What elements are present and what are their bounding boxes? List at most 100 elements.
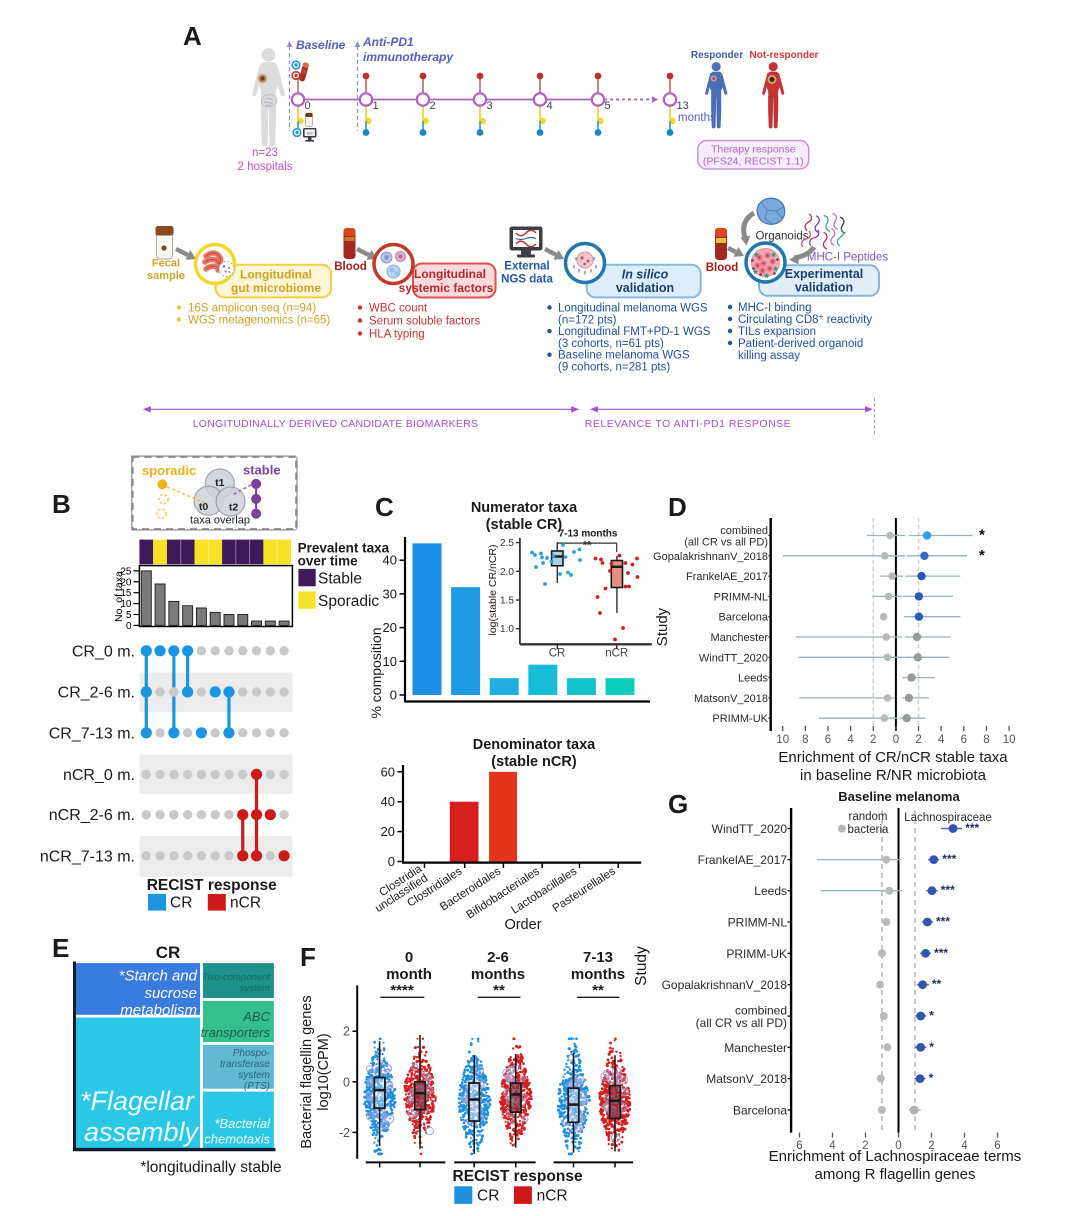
svg-text:(PTS): (PTS)	[244, 1081, 270, 1092]
svg-text:(stable CR): (stable CR)	[486, 517, 563, 533]
svg-text:2: 2	[915, 734, 921, 746]
svg-text:8: 8	[983, 734, 989, 746]
svg-text:system: system	[240, 983, 270, 994]
svg-text:In silico: In silico	[622, 268, 669, 282]
svg-text:B: B	[52, 489, 71, 519]
svg-text:4: 4	[938, 734, 945, 746]
svg-text:chemotaxis: chemotaxis	[204, 1132, 270, 1147]
svg-text:Circulating CD8+ reactivity: Circulating CD8+ reactivity	[738, 311, 872, 326]
svg-text:Serum soluble factors: Serum soluble factors	[369, 316, 480, 328]
svg-text:nCR: nCR	[537, 1188, 568, 1205]
svg-text:FrankelAE_2017: FrankelAE_2017	[698, 853, 788, 867]
svg-text:system: system	[238, 1070, 270, 1081]
svg-text:bacteria: bacteria	[848, 824, 890, 836]
svg-text:ABC: ABC	[242, 1009, 270, 1024]
svg-text:Baseline melanoma WGS: Baseline melanoma WGS	[558, 350, 690, 362]
svg-text:RECIST response: RECIST response	[147, 877, 277, 894]
svg-text:-2: -2	[339, 1126, 350, 1140]
svg-text:***: ***	[942, 852, 956, 866]
svg-text:40: 40	[381, 794, 395, 809]
svg-text:No. of taxa: No. of taxa	[113, 571, 125, 622]
svg-text:7-13 months: 7-13 months	[559, 529, 618, 540]
svg-text:Two-component: Two-component	[203, 972, 271, 983]
svg-text:*: *	[979, 547, 985, 564]
svg-text:2.0: 2.0	[500, 567, 514, 578]
svg-text:CR_0 m.: CR_0 m.	[72, 643, 135, 660]
svg-text:Longitudinal: Longitudinal	[240, 268, 312, 282]
svg-text:(n=172 pts): (n=172 pts)	[558, 314, 617, 326]
svg-text:**: **	[583, 540, 592, 552]
svg-text:5: 5	[126, 610, 132, 621]
svg-text:sporadic: sporadic	[142, 463, 196, 478]
svg-text:n=23: n=23	[252, 147, 278, 159]
svg-text:among R flagellin genes: among R flagellin genes	[815, 1166, 976, 1183]
svg-text:nCR_7-13 m.: nCR_7-13 m.	[40, 848, 135, 865]
svg-text:nCR_2-6 m.: nCR_2-6 m.	[49, 807, 135, 824]
svg-text:3: 3	[487, 100, 493, 112]
svg-text:2: 2	[430, 100, 436, 112]
svg-text:25: 25	[120, 566, 132, 577]
svg-text:CR_7-13 m.: CR_7-13 m.	[49, 725, 135, 742]
svg-text:Study: Study	[633, 946, 650, 986]
svg-text:4: 4	[829, 1140, 836, 1152]
svg-text:Baseline melanoma: Baseline melanoma	[838, 789, 960, 804]
svg-text:systemic factors: systemic factors	[399, 281, 494, 295]
svg-text:months: months	[571, 966, 625, 983]
svg-text:Not-responder: Not-responder	[750, 50, 819, 61]
svg-text:40: 40	[383, 553, 397, 568]
svg-text:G: G	[668, 789, 688, 819]
svg-text:1: 1	[373, 100, 379, 112]
svg-text:Therapy response: Therapy response	[711, 144, 796, 156]
svg-text:Lachnospiraceae: Lachnospiraceae	[904, 812, 992, 824]
svg-text:20: 20	[381, 824, 395, 839]
svg-text:Manchester: Manchester	[711, 632, 769, 644]
svg-text:**: **	[493, 982, 505, 999]
svg-text:Manchester: Manchester	[724, 1041, 787, 1055]
svg-text:months: months	[471, 966, 525, 983]
svg-text:(3 cohorts, n=61 pts): (3 cohorts, n=61 pts)	[558, 338, 664, 350]
svg-text:transferase: transferase	[220, 1059, 270, 1070]
svg-text:CR: CR	[156, 943, 181, 962]
svg-text:Patient-derived organoid: Patient-derived organoid	[738, 338, 863, 350]
svg-text:t1: t1	[215, 477, 224, 489]
svg-text:MatsonV_2018: MatsonV_2018	[706, 1072, 787, 1086]
svg-text:Lactobacillales: Lactobacillales	[509, 865, 579, 916]
svg-text:MatsonV_2018: MatsonV_2018	[694, 693, 768, 705]
svg-text:Baseline: Baseline	[296, 38, 346, 52]
svg-text:External: External	[504, 261, 549, 273]
svg-text:FrankelAE_2017: FrankelAE_2017	[686, 571, 768, 583]
svg-text:CR: CR	[549, 648, 566, 660]
svg-text:Sporadic: Sporadic	[318, 593, 379, 610]
svg-text:nCR: nCR	[230, 895, 261, 912]
svg-text:in baseline R/NR microbiota: in baseline R/NR microbiota	[800, 767, 987, 784]
svg-text:15: 15	[120, 588, 132, 599]
svg-text:**: **	[932, 977, 942, 991]
svg-text:Denominator taxa: Denominator taxa	[473, 737, 596, 753]
svg-text:A: A	[183, 21, 202, 51]
svg-text:nCR_0 m.: nCR_0 m.	[63, 767, 135, 784]
svg-text:(all CR vs all PD): (all CR vs all PD)	[684, 537, 768, 549]
svg-text:validation: validation	[616, 281, 674, 295]
svg-text:over time: over time	[298, 554, 359, 569]
svg-text:6: 6	[825, 734, 831, 746]
svg-text:t2: t2	[229, 502, 238, 514]
svg-text:Blood: Blood	[334, 261, 367, 273]
svg-text:RELEVANCE TO ANTI-PD1 RESPONSE: RELEVANCE TO ANTI-PD1 RESPONSE	[585, 418, 791, 430]
svg-text:transporters: transporters	[201, 1025, 271, 1040]
svg-text:*: *	[979, 527, 985, 544]
svg-text:Barcelona: Barcelona	[718, 612, 768, 624]
svg-text:Longitudinal melanoma WGS: Longitudinal melanoma WGS	[558, 303, 708, 315]
svg-text:MHC-I Peptides: MHC-I Peptides	[807, 252, 888, 264]
svg-text:immunotherapy: immunotherapy	[363, 50, 454, 64]
svg-text:*: *	[929, 1009, 934, 1023]
svg-text:16S amplicon seq (n=94): 16S amplicon seq (n=94)	[188, 303, 316, 315]
svg-text:months: months	[678, 112, 716, 124]
svg-text:GopalakrishnanV_2018: GopalakrishnanV_2018	[662, 978, 788, 992]
svg-text:log10(CPM): log10(CPM)	[316, 1033, 332, 1110]
svg-text:gut microbiome: gut microbiome	[231, 281, 321, 295]
svg-text:8: 8	[802, 734, 808, 746]
svg-text:13: 13	[677, 100, 689, 112]
svg-text:0: 0	[893, 734, 899, 746]
svg-text:4: 4	[847, 734, 854, 746]
svg-text:***: ***	[965, 821, 979, 835]
